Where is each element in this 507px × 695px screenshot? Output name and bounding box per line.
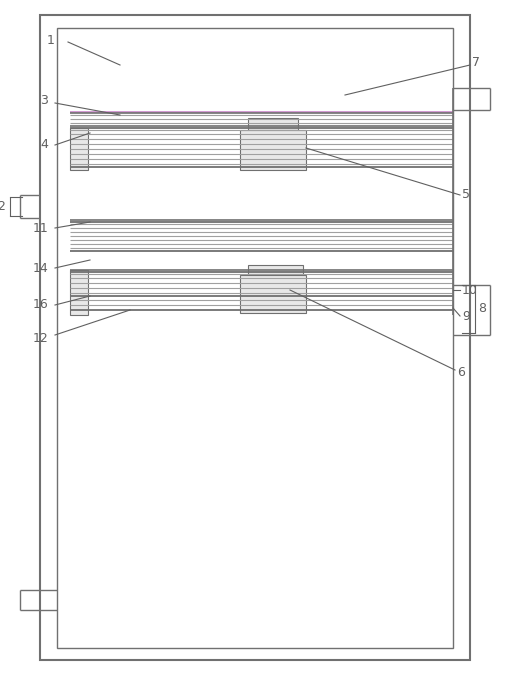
Text: 2: 2 [0,199,5,213]
Text: 1: 1 [47,33,55,47]
Bar [240,130,306,170]
Bar [40,15,470,660]
Bar [70,270,88,315]
Text: 8: 8 [478,302,486,315]
Bar [248,265,303,275]
Text: 5: 5 [462,188,470,202]
Text: 12: 12 [32,332,48,345]
Text: 3: 3 [40,95,48,108]
Bar [240,275,306,313]
Text: 6: 6 [457,366,465,379]
Text: 10: 10 [462,284,478,297]
Text: 14: 14 [32,261,48,275]
Bar [57,28,453,648]
Text: 16: 16 [32,298,48,311]
Bar [70,128,88,170]
Bar [248,118,298,130]
Text: 4: 4 [40,138,48,152]
Text: 11: 11 [32,222,48,234]
Text: 9: 9 [462,309,470,322]
Text: 7: 7 [472,56,480,70]
